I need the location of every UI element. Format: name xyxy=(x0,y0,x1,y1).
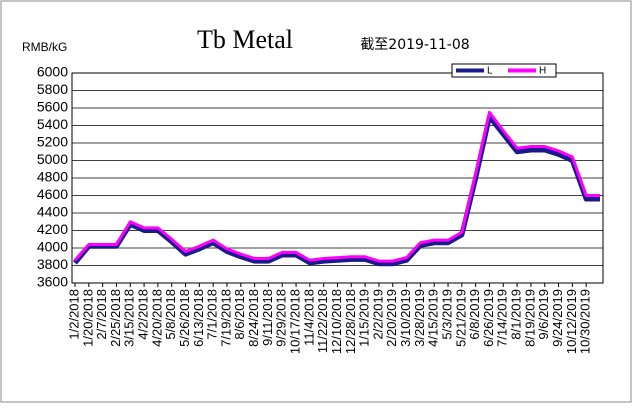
line-series xyxy=(73,114,600,267)
x-tick-label: 3/10/2019 xyxy=(398,289,413,347)
x-tick-label: 8/19/2019 xyxy=(522,289,537,347)
x-tick-label: 2/25/2018 xyxy=(108,289,123,347)
y-tick-label: 4600 xyxy=(37,186,68,202)
x-tick-label: 1/20/2018 xyxy=(80,289,95,347)
y-axis-label: RMB/kG xyxy=(22,40,67,54)
x-tick-label: 8/6/2018 xyxy=(232,289,247,340)
x-tick-label: 8/1/2019 xyxy=(509,289,524,340)
x-tick-label: 10/12/2019 xyxy=(564,289,579,354)
x-tick-label: 5/8/2018 xyxy=(163,289,178,340)
x-tick-label: 11/22/2018 xyxy=(315,289,330,353)
x-tick-label: 3/15/2018 xyxy=(122,289,137,347)
y-tick-label: 5000 xyxy=(37,151,68,167)
x-tick-label: 1/2/2018 xyxy=(66,289,81,340)
x-tick-label: 9/24/2019 xyxy=(550,289,565,347)
chart-subtitle: 截至2019-11-08 xyxy=(360,37,469,53)
x-tick-label: 3/28/2019 xyxy=(412,289,427,347)
x-tick-label: 11/4/2018 xyxy=(301,289,316,346)
x-tick-label: 6/26/2019 xyxy=(481,289,496,347)
x-tick-label: 10/30/2019 xyxy=(578,289,593,354)
x-tick-label: 12/28/2018 xyxy=(343,289,358,354)
y-tick-label: 3800 xyxy=(37,256,68,272)
x-tick-label: 6/13/2018 xyxy=(191,289,206,347)
x-tick-label: 9/29/2018 xyxy=(274,289,289,347)
x-tick-label: 7/14/2019 xyxy=(495,289,510,347)
x-tick-label: 9/11/2018 xyxy=(260,289,275,346)
x-tick-label: 1/15/2019 xyxy=(357,289,372,347)
x-tick-label: 5/3/2019 xyxy=(439,289,454,340)
legend-label: H xyxy=(539,66,546,77)
x-tick-label: 2/2/2019 xyxy=(370,289,385,340)
y-tick-label: 5800 xyxy=(37,81,68,97)
y-tick-label: 6000 xyxy=(37,64,68,80)
y-tick-label: 5200 xyxy=(37,134,68,150)
legend-box xyxy=(451,63,557,78)
y-tick-label: 4200 xyxy=(37,221,68,237)
chart-title: Tb Metal xyxy=(197,25,293,54)
y-tick-label: 5600 xyxy=(37,99,68,115)
x-tick-label: 6/8/2019 xyxy=(467,289,482,340)
line-series xyxy=(73,110,600,263)
y-tick-label: 3600 xyxy=(37,274,68,290)
y-tick-label: 4800 xyxy=(37,169,68,185)
x-tick-label: 2/20/2019 xyxy=(384,289,399,347)
x-tick-label: 5/21/2019 xyxy=(453,289,468,347)
x-tick-label: 7/1/2018 xyxy=(205,289,220,340)
x-tick-label: 7/19/2018 xyxy=(218,289,233,347)
x-tick-label: 4/20/2018 xyxy=(149,289,164,347)
legend-label: L xyxy=(487,66,493,77)
x-tick-label: 4/15/2019 xyxy=(426,289,441,347)
x-tick-label: 10/17/2018 xyxy=(287,289,302,354)
x-tick-label: 4/2/2018 xyxy=(136,289,151,340)
x-tick-label: 9/6/2019 xyxy=(536,289,551,340)
x-tick-label: 2/7/2018 xyxy=(94,289,109,340)
x-tick-label: 5/26/2018 xyxy=(177,289,192,347)
x-tick-label: 12/10/2018 xyxy=(329,289,344,354)
y-tick-label: 5400 xyxy=(37,116,68,132)
x-tick-label: 8/24/2018 xyxy=(246,289,261,347)
y-tick-label: 4400 xyxy=(37,204,68,220)
y-tick-label: 4000 xyxy=(37,239,68,255)
